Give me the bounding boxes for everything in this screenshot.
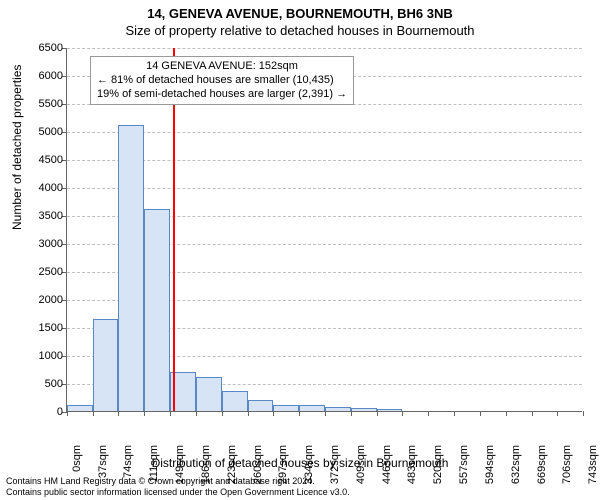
y-tick-label: 1500 [27, 322, 63, 334]
page-title-line1: 14, GENEVA AVENUE, BOURNEMOUTH, BH6 3NB [0, 6, 600, 21]
gridline [67, 48, 582, 49]
annotation-line2: ← 81% of detached houses are smaller (10… [97, 74, 347, 88]
y-tick-label: 1000 [27, 350, 63, 362]
x-tick [248, 411, 249, 416]
y-tick-label: 4000 [27, 182, 63, 194]
histogram-bar [299, 405, 325, 411]
y-tick-label: 3500 [27, 210, 63, 222]
x-tick [377, 411, 378, 416]
histogram-bar [144, 209, 170, 411]
histogram-bar [196, 377, 222, 411]
x-tick [196, 411, 197, 416]
y-tick-label: 5000 [27, 126, 63, 138]
histogram-bar [325, 407, 351, 411]
y-tick-label: 6000 [27, 70, 63, 82]
gridline [67, 160, 582, 161]
y-tick-label: 6500 [27, 42, 63, 54]
histogram-bar [248, 400, 274, 411]
footer: Contains HM Land Registry data © Crown c… [6, 476, 594, 498]
x-tick [273, 411, 274, 416]
x-tick [506, 411, 507, 416]
annotation-line1: 14 GENEVA AVENUE: 152sqm [97, 60, 347, 74]
x-tick [428, 411, 429, 416]
histogram-bar [118, 125, 144, 411]
annotation-box: 14 GENEVA AVENUE: 152sqm ← 81% of detach… [90, 56, 354, 105]
x-tick [557, 411, 558, 416]
x-tick [583, 411, 584, 416]
x-tick [454, 411, 455, 416]
histogram-bar [351, 408, 377, 411]
gridline [67, 188, 582, 189]
histogram-bar [93, 319, 119, 411]
x-tick [144, 411, 145, 416]
y-tick-label: 3000 [27, 238, 63, 250]
x-tick [170, 411, 171, 416]
x-tick [93, 411, 94, 416]
page-title-line2: Size of property relative to detached ho… [0, 23, 600, 38]
x-tick [480, 411, 481, 416]
x-tick [67, 411, 68, 416]
y-tick-label: 5500 [27, 98, 63, 110]
footer-line1: Contains HM Land Registry data © Crown c… [6, 476, 594, 487]
chart-area: 0500100015002000250030003500400045005000… [66, 48, 582, 412]
y-tick-label: 2500 [27, 266, 63, 278]
x-tick [532, 411, 533, 416]
histogram-bar [222, 391, 248, 411]
y-tick-label: 2000 [27, 294, 63, 306]
x-axis-label: Distribution of detached houses by size … [0, 456, 600, 470]
x-tick [299, 411, 300, 416]
annotation-line3: 19% of semi-detached houses are larger (… [97, 88, 347, 102]
y-tick-label: 4500 [27, 154, 63, 166]
x-tick [325, 411, 326, 416]
gridline [67, 132, 582, 133]
y-tick-label: 0 [27, 406, 63, 418]
x-tick [118, 411, 119, 416]
histogram-bar [377, 409, 403, 411]
x-tick [222, 411, 223, 416]
x-tick [402, 411, 403, 416]
footer-line2: Contains public sector information licen… [6, 487, 594, 498]
histogram-bar [67, 405, 93, 411]
y-tick-label: 500 [27, 378, 63, 390]
histogram-bar [273, 405, 299, 411]
y-axis-label: Number of detached properties [10, 65, 24, 230]
x-tick [351, 411, 352, 416]
